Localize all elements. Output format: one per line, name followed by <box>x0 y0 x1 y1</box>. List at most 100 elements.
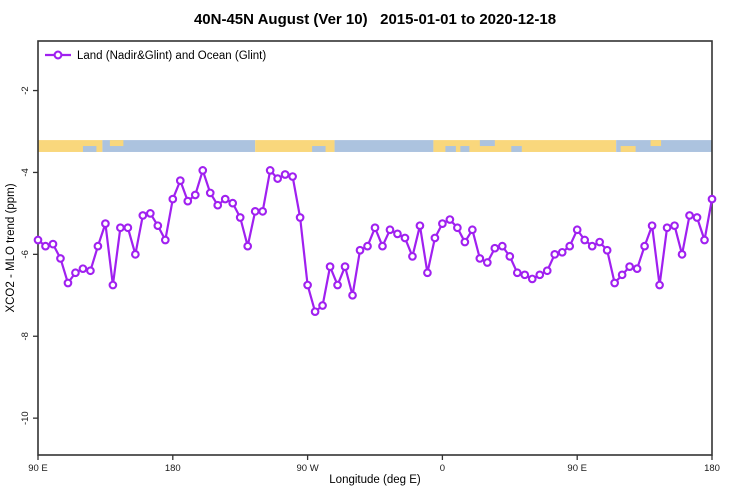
data-point <box>63 278 73 288</box>
data-point <box>393 229 402 239</box>
plot-frame <box>37 40 713 456</box>
data-point <box>56 254 65 263</box>
x-tick-label: 0 <box>440 463 445 474</box>
data-point <box>527 274 537 284</box>
data-point <box>602 245 612 255</box>
data-point <box>378 241 387 251</box>
data-point <box>557 247 567 257</box>
data-point <box>101 219 110 228</box>
strip-segment-land <box>255 140 335 152</box>
trend-line <box>36 169 714 313</box>
data-point <box>670 221 679 231</box>
data-point <box>48 239 58 249</box>
data-point <box>86 266 95 276</box>
data-point <box>482 258 492 267</box>
x-tick-label: 90 E <box>28 463 48 474</box>
data-point <box>348 290 357 300</box>
x-tick-label: 90 W <box>297 463 319 474</box>
data-point <box>572 225 582 235</box>
land-ocean-strip <box>38 140 712 152</box>
strip-speckle-ocean <box>460 146 470 152</box>
data-point <box>363 241 372 251</box>
y-axis-title: XCO2 - MLO trend (ppm) <box>5 183 17 312</box>
data-point <box>123 223 133 233</box>
data-point <box>542 266 552 276</box>
data-point <box>415 221 425 231</box>
strip-speckle-ocean <box>445 146 456 152</box>
data-point <box>235 213 245 222</box>
data-point <box>318 301 327 310</box>
data-point <box>535 270 545 280</box>
data-point <box>587 241 597 251</box>
data-point <box>632 264 642 274</box>
axes: 90 E 180 90 W 0 90 E 180 -2 -4 -6 -8 -10 <box>20 40 720 474</box>
strip-speckle-land <box>650 140 662 147</box>
data-point <box>243 241 253 251</box>
data-point <box>355 245 365 255</box>
strip-speckle-land <box>109 140 124 147</box>
data-point <box>145 209 155 218</box>
strip-segment-land <box>38 140 103 152</box>
data-point <box>677 249 687 259</box>
strip-speckle-land <box>620 146 636 152</box>
data-point <box>273 174 282 183</box>
data-point <box>325 262 335 271</box>
strip-speckle-ocean <box>479 140 495 147</box>
data-point <box>303 280 312 290</box>
y-tick-label: -6 <box>20 250 31 258</box>
data-point <box>423 268 432 278</box>
data-point <box>190 190 200 200</box>
data-point <box>685 211 694 220</box>
legend: Land (Nadir&Glint) and Ocean (Glint) <box>45 50 266 62</box>
data-point <box>408 252 417 261</box>
strip-speckle-ocean <box>312 146 326 152</box>
data-point <box>610 278 619 288</box>
data-point <box>265 166 275 175</box>
data-point <box>400 233 410 243</box>
data-point <box>662 223 672 233</box>
data-point <box>41 241 50 251</box>
data-point <box>288 172 297 181</box>
data-point <box>280 170 290 179</box>
data-point <box>295 213 305 222</box>
strip-segment-ocean <box>616 140 712 152</box>
data-series <box>33 166 717 317</box>
strip-segment-ocean <box>334 140 434 152</box>
data-point <box>512 268 522 278</box>
data-point <box>468 225 477 235</box>
data-point <box>333 280 342 290</box>
y-tick-label: -4 <box>20 168 31 176</box>
data-point <box>490 243 500 253</box>
data-point <box>205 188 215 198</box>
data-point <box>138 211 148 220</box>
x-axis-title: Longitude (deg E) <box>329 474 421 486</box>
data-point <box>385 225 395 235</box>
x-tick-label: 90 E <box>567 463 587 474</box>
data-point <box>213 200 223 210</box>
legend-marker-icon <box>53 50 63 60</box>
data-point <box>520 270 530 280</box>
data-point <box>175 176 185 185</box>
data-point <box>340 262 350 271</box>
data-point <box>707 194 717 204</box>
data-point <box>475 254 485 263</box>
data-point <box>700 235 709 245</box>
data-point <box>250 207 260 216</box>
strip-speckle-ocean <box>82 146 97 152</box>
data-point <box>310 307 320 317</box>
data-point <box>595 237 605 247</box>
data-point <box>625 262 634 271</box>
data-point <box>453 223 462 233</box>
data-point <box>71 268 80 278</box>
data-point <box>228 198 238 208</box>
legend-label: Land (Nadir&Glint) and Ocean (Glint) <box>77 50 266 62</box>
data-point <box>497 241 507 251</box>
x-tick-label: 180 <box>704 463 720 474</box>
data-point <box>647 221 657 231</box>
data-point <box>108 280 118 290</box>
data-point <box>438 219 447 228</box>
data-point <box>160 235 170 245</box>
data-point <box>33 235 43 245</box>
data-point <box>153 221 163 231</box>
